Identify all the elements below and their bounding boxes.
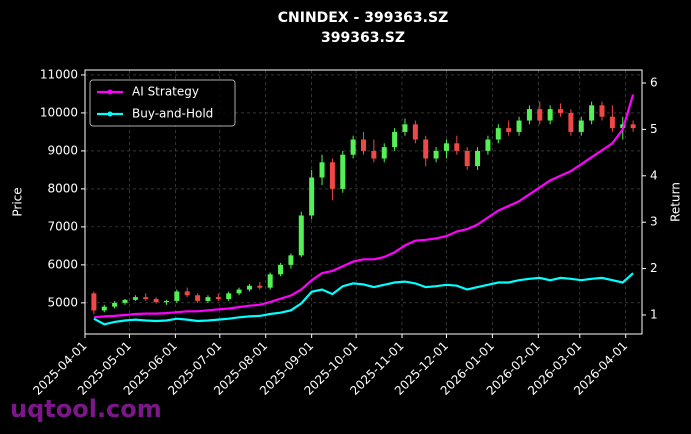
- candle-body: [412, 124, 418, 140]
- y2-tick-label: 3: [650, 215, 658, 229]
- candle-body: [443, 143, 449, 151]
- candle-body: [340, 154, 346, 189]
- candle-body: [475, 150, 481, 167]
- y2-tick-label: 1: [650, 307, 658, 321]
- candle-body: [257, 285, 263, 288]
- candle-body: [278, 264, 284, 275]
- candle-body: [122, 299, 128, 303]
- candle-body: [609, 116, 615, 129]
- y2-tick-label: 4: [650, 168, 658, 182]
- watermark: uqtool.com: [10, 395, 162, 423]
- candle-body: [423, 139, 429, 159]
- y2-tick-label: 6: [650, 75, 658, 89]
- candle-body: [630, 124, 636, 129]
- y-tick-label: 8000: [47, 181, 78, 195]
- candle-body: [589, 105, 595, 121]
- candle-body: [454, 143, 460, 151]
- candle-body: [174, 291, 180, 301]
- candle-body: [568, 112, 574, 132]
- candle-body: [288, 255, 294, 265]
- chart-title: CNINDEX - 399363.SZ: [278, 10, 448, 26]
- y-tick-label: 9000: [47, 143, 78, 157]
- y2-tick-label: 2: [650, 261, 658, 275]
- candle-body: [495, 128, 501, 140]
- legend-box: [89, 79, 236, 127]
- candle-body: [153, 299, 159, 303]
- y-tick-label: 6000: [47, 257, 78, 271]
- candle-body: [319, 162, 325, 178]
- legend-label: Buy-and-Hold: [132, 107, 213, 121]
- candle-body: [578, 120, 584, 132]
- line-series: [93, 94, 635, 319]
- candle-body: [143, 297, 149, 300]
- candle-body: [350, 139, 356, 155]
- candle-body: [101, 306, 107, 311]
- candle-body: [329, 162, 335, 189]
- candle-body: [309, 177, 315, 216]
- candle-body: [195, 295, 201, 301]
- legend-label: AI Strategy: [132, 85, 199, 99]
- candle-body: [547, 109, 553, 121]
- y2-tick-label: 5: [650, 122, 658, 136]
- legend-marker: [107, 89, 113, 95]
- candle-body: [464, 150, 470, 167]
- candle-body: [236, 289, 242, 294]
- candle-body: [163, 300, 169, 303]
- chart-subtitle: 399363.SZ: [321, 30, 405, 46]
- candle-body: [526, 109, 532, 121]
- candle-body: [371, 150, 377, 159]
- candle-body: [392, 131, 398, 148]
- candle-body: [91, 293, 97, 311]
- candle-body: [132, 297, 138, 300]
- y-tick-label: 11000: [40, 67, 78, 81]
- candle-body: [246, 285, 252, 290]
- candle-body: [599, 105, 605, 117]
- candle-body: [402, 124, 408, 132]
- candle-body: [516, 120, 522, 132]
- candle-body: [298, 215, 304, 256]
- candle-body: [267, 274, 273, 288]
- candle-body: [205, 297, 211, 301]
- candle-body: [215, 297, 221, 300]
- y2-axis-label: Return: [669, 182, 683, 222]
- legend-marker: [107, 111, 113, 117]
- y-tick-label: 5000: [47, 295, 78, 309]
- candle-body: [506, 128, 512, 132]
- line-series: [93, 272, 634, 326]
- candle-body: [361, 139, 366, 151]
- y-tick-label: 10000: [40, 105, 78, 119]
- candle-body: [112, 302, 118, 307]
- candle-body: [226, 293, 232, 300]
- y-tick-label: 7000: [47, 219, 78, 233]
- candle-body: [558, 109, 564, 113]
- candle-body: [485, 139, 491, 151]
- candle-body: [184, 291, 190, 296]
- candle-body: [433, 150, 439, 159]
- candle-body: [381, 147, 387, 159]
- y-axis-label: Price: [11, 187, 25, 216]
- plot-frame: [84, 69, 643, 335]
- candle-body: [537, 109, 543, 121]
